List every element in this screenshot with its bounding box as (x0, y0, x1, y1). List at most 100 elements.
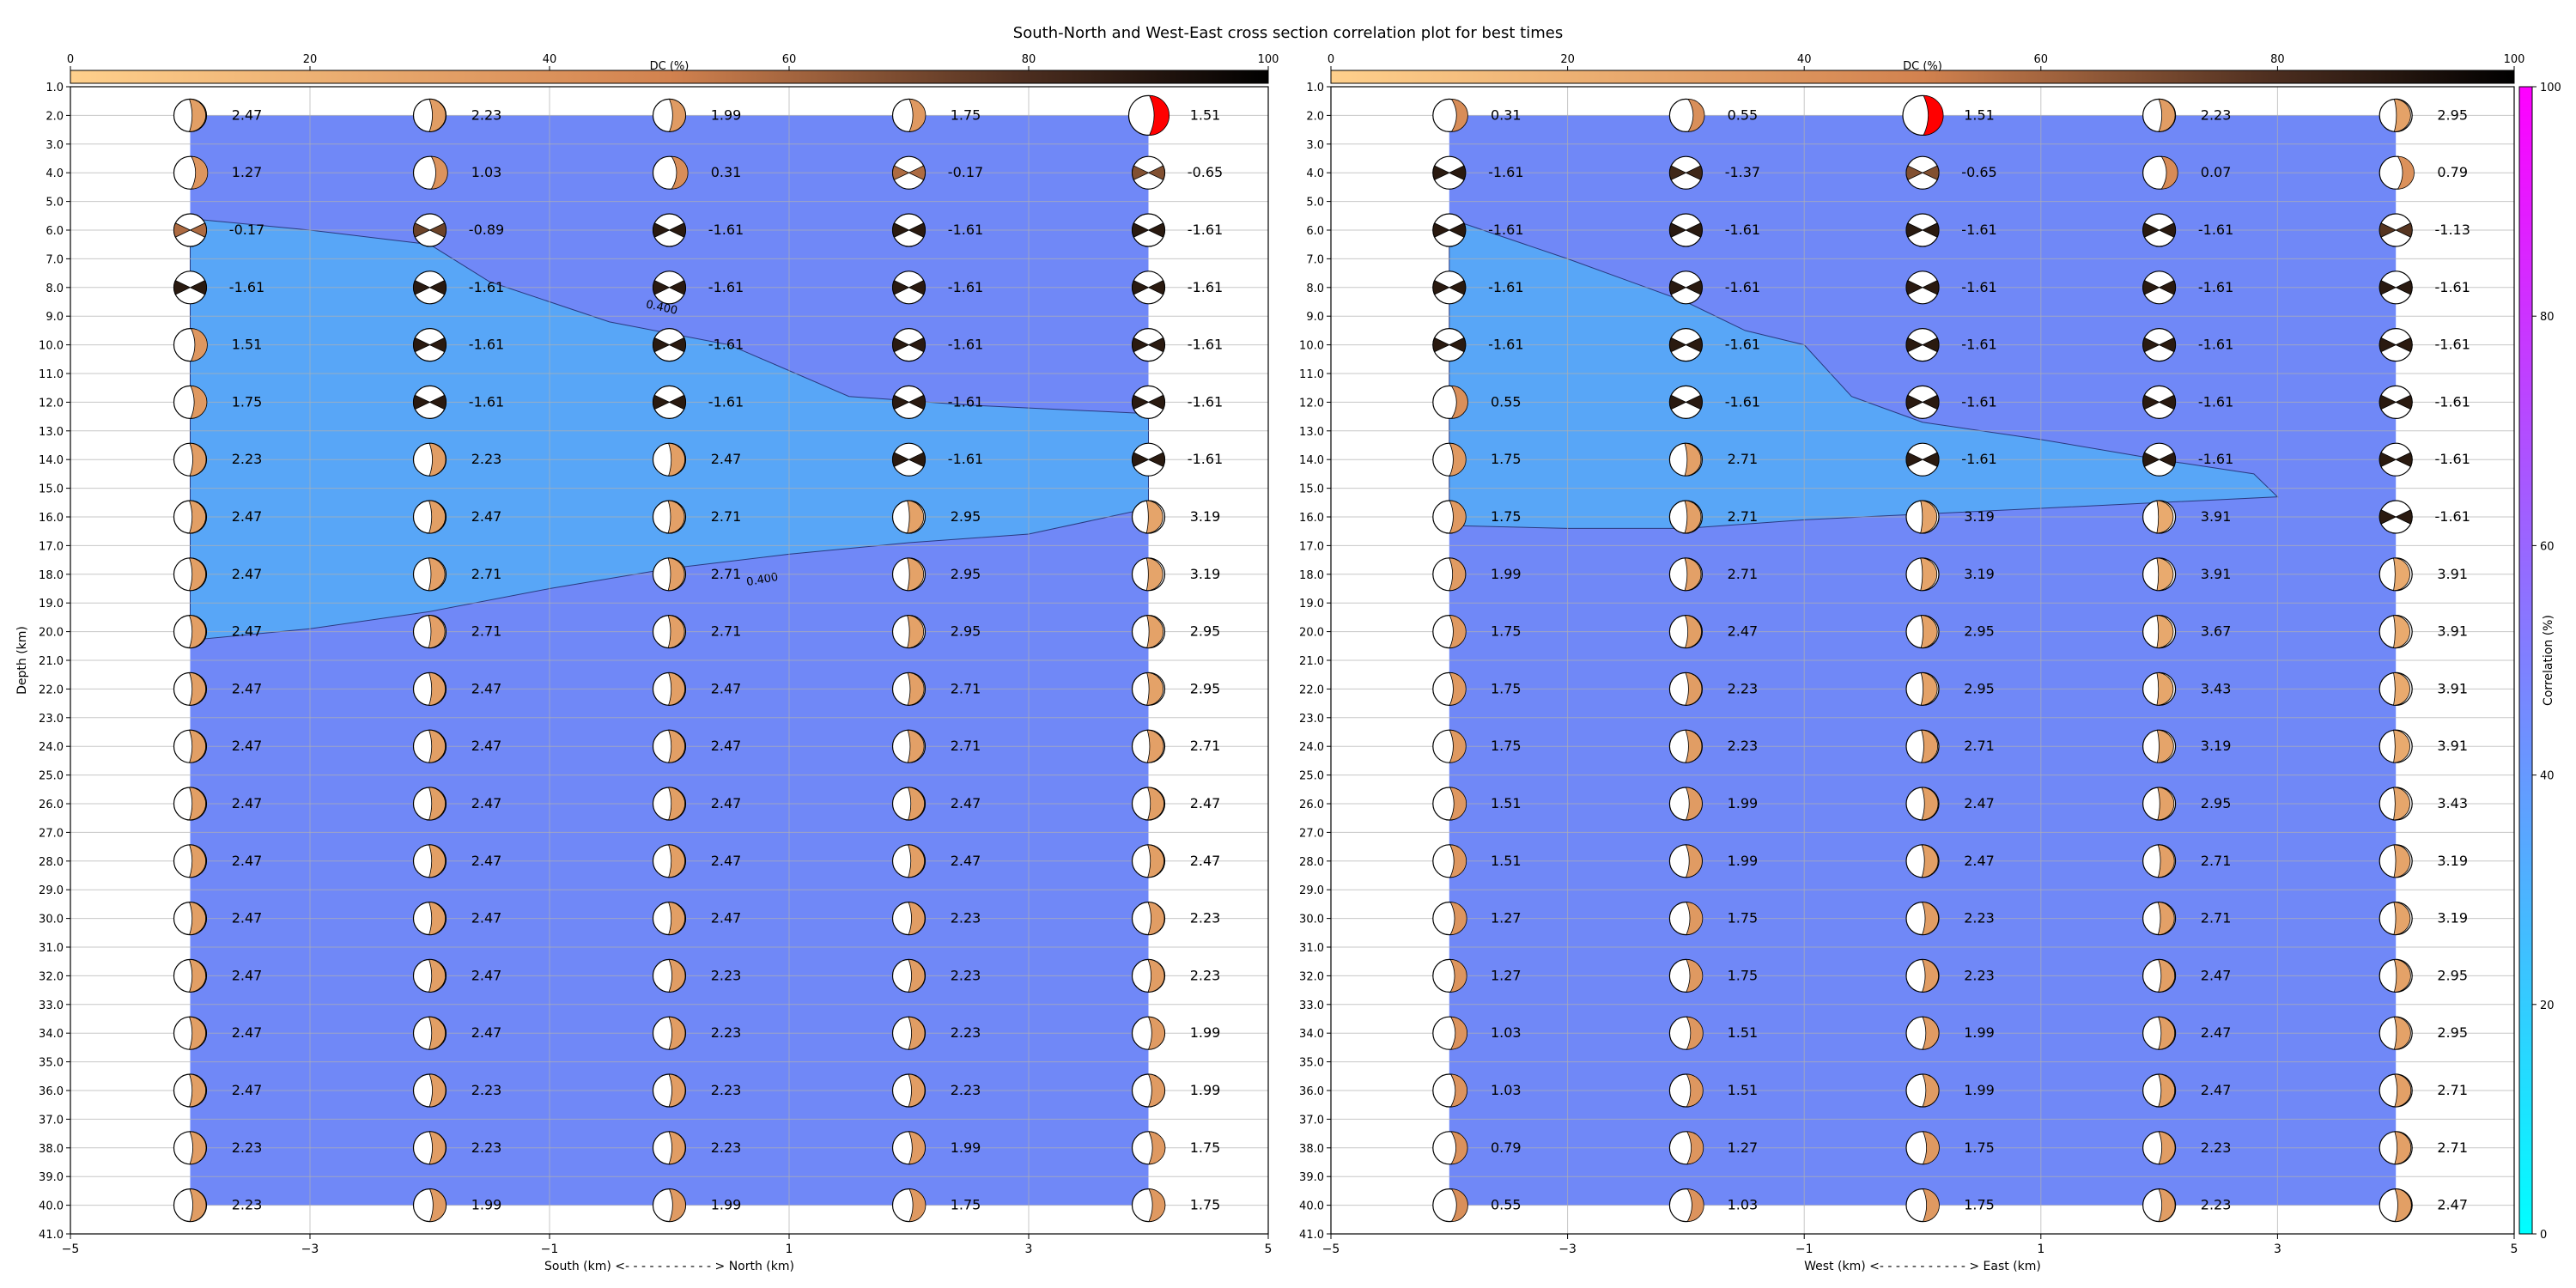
focal-mechanism: 1.99 (1131, 1016, 1220, 1050)
focal-mechanism-compressional (428, 98, 447, 132)
focal-mechanism: 2.71 (891, 671, 981, 707)
focal-mechanism: 2.47 (1905, 787, 1995, 821)
y-tick-label: 29.0 (1299, 884, 1324, 897)
x-tick-label: 3 (2274, 1242, 2281, 1256)
focal-mechanism: 1.99 (1668, 787, 1758, 821)
focal-mechanism-compressional (1921, 902, 1939, 936)
focal-mechanism-value: 2.23 (951, 1082, 981, 1098)
focal-mechanism-value: -1.61 (1961, 393, 1996, 410)
focal-mechanism: 1.99 (412, 1188, 501, 1223)
focal-mechanism-compressional (2142, 394, 2176, 410)
focal-mechanism-value: 2.95 (1190, 623, 1221, 640)
focal-mechanism: 1.99 (1668, 844, 1758, 878)
focal-mechanism-value: 1.51 (1190, 106, 1221, 123)
y-tick-label: 30.0 (39, 914, 64, 927)
focal-mechanism: 2.47 (652, 729, 741, 763)
focal-mechanism: 1.75 (1131, 1188, 1220, 1223)
focal-mechanism-value: -1.61 (1725, 279, 1760, 295)
focal-mechanism-compressional (1449, 844, 1467, 878)
focal-mechanism-compressional (2393, 671, 2410, 706)
x-axis-label: West (km) <- - - - - - - - - - - > East … (1804, 1260, 2041, 1273)
focal-mechanism-value: 1.99 (1190, 1082, 1221, 1098)
focal-mechanism-compressional (668, 1131, 686, 1165)
focal-mechanism-value: 1.75 (1728, 967, 1759, 983)
focal-mechanism-compressional (1686, 958, 1704, 993)
focal-mechanism-compressional (1146, 671, 1164, 706)
focal-mechanism-compressional (892, 394, 926, 410)
focal-mechanism-value: 2.71 (711, 508, 742, 525)
focal-mechanism-compressional (428, 902, 446, 936)
focal-mechanism: 3.19 (1905, 557, 1995, 592)
focal-mechanism-compressional (1148, 1188, 1166, 1223)
focal-mechanism: 2.71 (1668, 500, 1758, 534)
y-tick-label: 6.0 (1306, 225, 1324, 238)
focal-mechanism: 2.71 (652, 614, 741, 649)
focal-mechanism-compressional (2158, 958, 2176, 993)
focal-mechanism: 1.03 (412, 155, 502, 190)
focal-mechanism-value: 3.19 (2437, 910, 2468, 927)
focal-mechanism-compressional (189, 844, 206, 878)
focal-mechanism-compressional (428, 1188, 447, 1223)
focal-mechanism-value: 3.19 (1964, 566, 1995, 582)
y-tick-label: 1.0 (46, 82, 64, 94)
focal-mechanism: 2.23 (412, 442, 501, 477)
y-tick-label: 14.0 (39, 454, 64, 467)
focal-mechanism-compressional (908, 902, 926, 936)
focal-mechanism-value: 2.95 (951, 508, 981, 525)
focal-mechanism: -1.61 (1905, 213, 1997, 247)
focal-mechanism-value: 2.47 (232, 566, 263, 582)
focal-mechanism: 2.47 (2379, 1188, 2468, 1223)
y-tick-label: 8.0 (46, 283, 64, 295)
focal-mechanism-compressional (428, 615, 446, 649)
focal-mechanism-value: 2.47 (471, 910, 502, 927)
focal-mechanism-value: 0.55 (1491, 393, 1522, 410)
focal-mechanism-compressional (907, 557, 925, 592)
focal-mechanism: -1.61 (652, 270, 744, 305)
focal-mechanism-compressional (1921, 787, 1939, 821)
panel-west-east: −5 −3 −1 1 3 5 West (km) <- - - - - - - - - - … (1299, 82, 2518, 1273)
focal-mechanism-value: 2.71 (1728, 451, 1759, 467)
dc-colorbar-1: 0 20 40 60 80 100 DC (%) (67, 53, 1279, 84)
focal-mechanism-compressional (2156, 671, 2174, 706)
focal-mechanism: -1.61 (2379, 442, 2470, 477)
focal-mechanism: 2.47 (1905, 844, 1995, 878)
focal-mechanism-compressional (1684, 557, 1702, 592)
focal-mechanism-value: -1.61 (948, 393, 983, 410)
dc-tick-label: 80 (2270, 53, 2285, 66)
focal-mechanism: -1.61 (2142, 385, 2233, 419)
focal-mechanism-compressional (653, 280, 686, 295)
focal-mechanism-compressional (653, 394, 686, 410)
focal-mechanism-compressional (430, 155, 448, 190)
focal-mechanism-value: 2.47 (471, 853, 502, 869)
focal-mechanism-value: -1.61 (1961, 337, 1996, 353)
focal-mechanism-value: 1.75 (1491, 623, 1522, 640)
dc-colorbar-fill (1330, 70, 2515, 84)
dc-tick-label: 40 (543, 53, 557, 66)
focal-mechanism-compressional (1669, 222, 1703, 238)
focal-mechanism: 3.19 (2379, 901, 2468, 936)
focal-mechanism: 2.95 (891, 500, 981, 534)
focal-mechanism-compressional (892, 452, 926, 467)
focal-mechanism: -1.61 (891, 213, 983, 247)
focal-mechanism-compressional (1449, 442, 1467, 477)
focal-mechanism-value: -1.61 (1188, 393, 1223, 410)
focal-mechanism: 2.47 (1131, 844, 1220, 878)
focal-mechanism-compressional (2394, 1131, 2412, 1165)
focal-mechanism-value: 1.03 (471, 164, 502, 180)
focal-mechanism-compressional (428, 1073, 447, 1108)
focal-mechanism-compressional (1686, 1073, 1704, 1108)
focal-mechanism-compressional (2157, 902, 2175, 936)
focal-mechanism-compressional (892, 222, 926, 238)
y-tick-label: 15.0 (39, 483, 64, 496)
focal-mechanism: 1.99 (1432, 557, 1522, 592)
focal-mechanism-compressional (1449, 671, 1467, 706)
focal-mechanism-value: -1.61 (1188, 279, 1223, 295)
dc-tick-label: 0 (67, 53, 74, 66)
focal-mechanism-compressional (1449, 958, 1467, 993)
focal-mechanism: 2.71 (412, 557, 501, 592)
focal-mechanism-compressional (1450, 98, 1468, 132)
focal-mechanism-compressional (2156, 500, 2174, 534)
focal-mechanism-value: -1.61 (2434, 451, 2470, 467)
focal-mechanism-value: 2.47 (232, 623, 263, 640)
